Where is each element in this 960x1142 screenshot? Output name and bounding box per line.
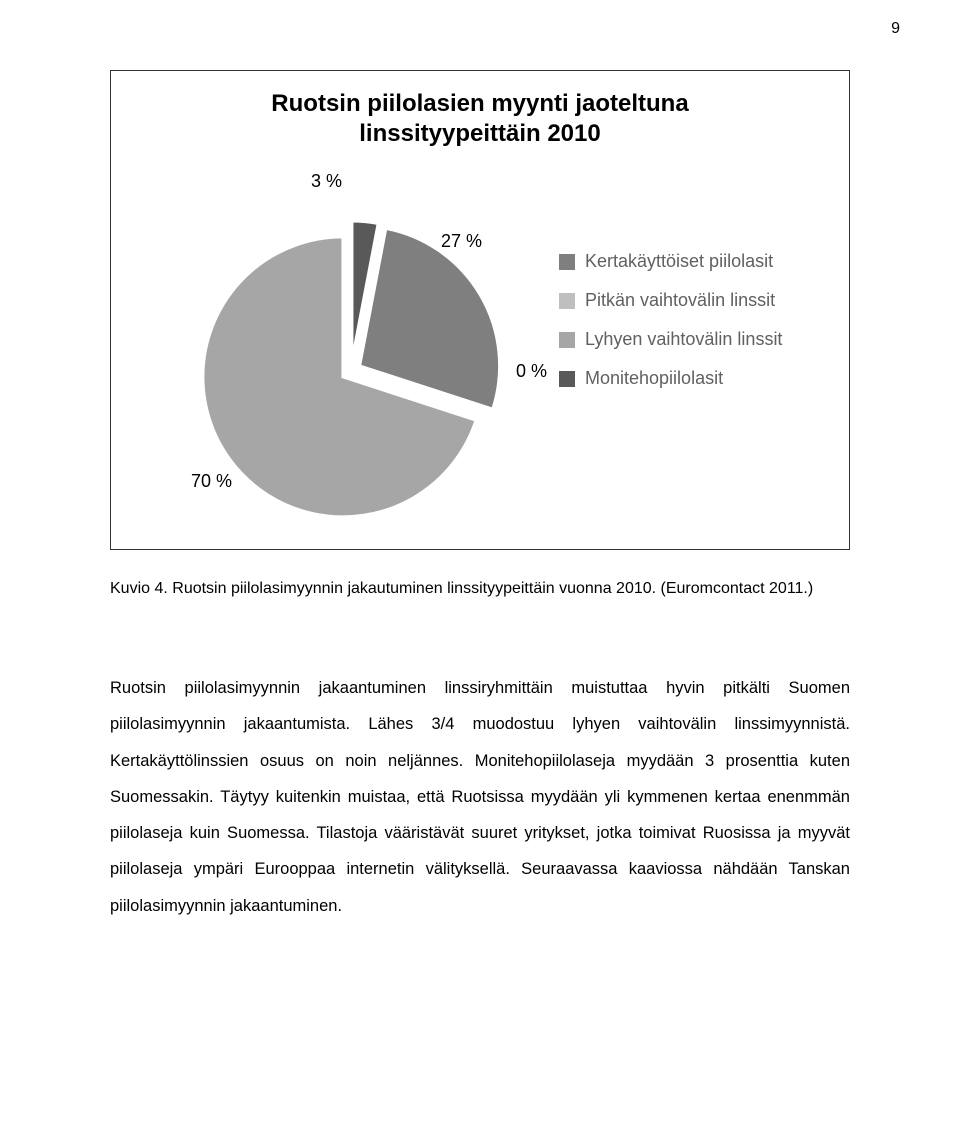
slice-label-27pct: 27 % bbox=[441, 231, 482, 252]
legend: Kertakäyttöiset piilolasit Pitkän vaihto… bbox=[559, 251, 819, 407]
legend-item: Kertakäyttöiset piilolasit bbox=[559, 251, 819, 272]
slice-label-3pct: 3 % bbox=[311, 171, 342, 192]
chart-title-line1: Ruotsin piilolasien myynti jaoteltuna bbox=[271, 90, 688, 117]
legend-swatch bbox=[559, 293, 575, 309]
legend-swatch bbox=[559, 254, 575, 270]
chart-title: Ruotsin piilolasien myynti jaoteltuna li… bbox=[111, 89, 849, 149]
legend-swatch bbox=[559, 371, 575, 387]
legend-item: Monitehopiilolasit bbox=[559, 368, 819, 389]
page-number: 9 bbox=[891, 20, 900, 38]
figure-container: Ruotsin piilolasien myynti jaoteltuna li… bbox=[110, 70, 850, 550]
figure-caption: Kuvio 4. Ruotsin piilolasimyynnin jakaut… bbox=[110, 580, 850, 598]
page: 9 Ruotsin piilolasien myynti jaoteltuna … bbox=[0, 0, 960, 1142]
chart-title-line2: linssityypeittäin 2010 bbox=[359, 120, 600, 147]
legend-item: Pitkän vaihtovälin linssit bbox=[559, 290, 819, 311]
legend-label: Monitehopiilolasit bbox=[585, 368, 723, 389]
slice-label-70pct: 70 % bbox=[191, 471, 232, 492]
legend-label: Pitkän vaihtovälin linssit bbox=[585, 290, 775, 311]
legend-label: Lyhyen vaihtovälin linssit bbox=[585, 329, 782, 350]
legend-label: Kertakäyttöiset piilolasit bbox=[585, 251, 773, 272]
slice-label-0pct: 0 % bbox=[516, 361, 547, 382]
legend-swatch bbox=[559, 332, 575, 348]
body-paragraph: Ruotsin piilolasimyynnin jakaantuminen l… bbox=[110, 670, 850, 924]
legend-item: Lyhyen vaihtovälin linssit bbox=[559, 329, 819, 350]
